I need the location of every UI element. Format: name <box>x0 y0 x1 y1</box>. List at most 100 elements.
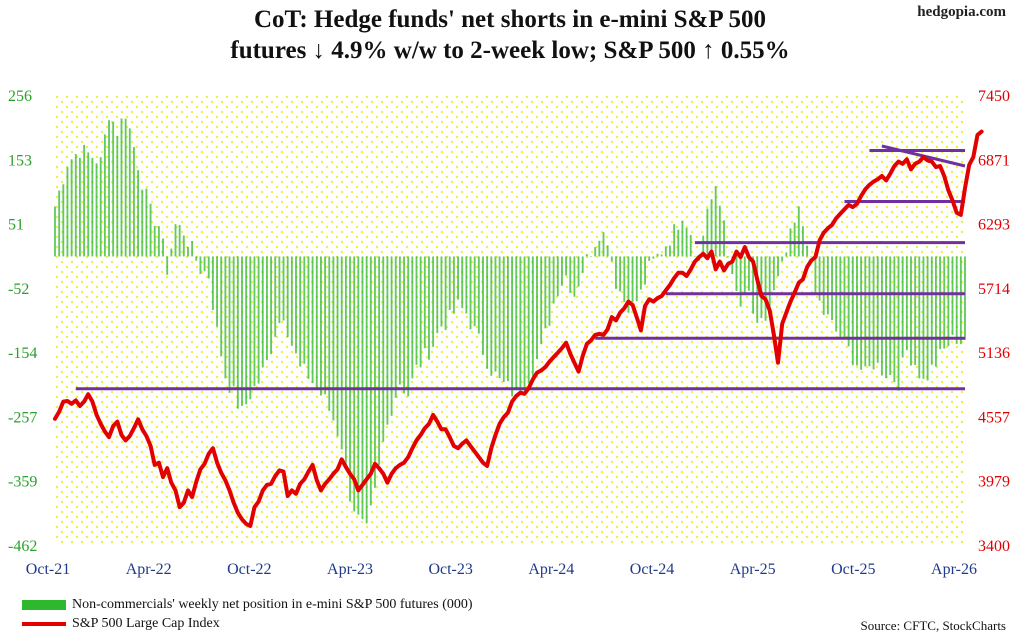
x-axis-tick-label: Apr-26 <box>931 561 977 578</box>
net-position-bar <box>137 170 140 257</box>
net-position-bar <box>660 254 663 257</box>
net-position-bar <box>922 256 925 379</box>
net-position-bar <box>486 256 489 369</box>
net-position-bar <box>182 235 185 257</box>
x-axis-tick-label: Oct-23 <box>428 561 472 578</box>
right-axis-tick-label: 4557 <box>978 409 1010 426</box>
net-position-bar <box>739 256 742 307</box>
net-position-bar <box>428 256 430 360</box>
net-position-bar <box>635 256 638 302</box>
net-position-bar <box>415 256 418 365</box>
net-position-bar <box>344 256 347 465</box>
net-position-bar <box>814 256 817 294</box>
net-position-bar <box>477 256 480 334</box>
net-position-bar <box>880 256 883 376</box>
net-position-bar <box>207 256 210 279</box>
right-axis-tick-label: 3400 <box>978 538 1010 555</box>
net-position-bar <box>249 256 252 400</box>
right-axis-tick-label: 5714 <box>978 281 1010 298</box>
net-position-bar <box>382 256 385 442</box>
net-position-bar <box>718 205 721 257</box>
left-axis-tick-label: -257 <box>8 409 37 426</box>
net-position-bar <box>245 256 248 405</box>
x-axis-tick-label: Apr-24 <box>528 561 574 578</box>
net-position-bar <box>116 136 119 257</box>
net-position-bar <box>515 256 518 389</box>
net-position-bar <box>124 118 127 257</box>
net-position-bar <box>901 256 904 358</box>
net-position-bar <box>353 256 356 512</box>
net-position-bar <box>710 199 713 257</box>
net-position-bar <box>120 118 123 257</box>
net-position-bar <box>706 208 709 257</box>
net-position-bar <box>785 252 788 257</box>
net-position-bar <box>465 256 468 314</box>
left-axis-tick-label: -359 <box>8 474 37 491</box>
net-position-bar <box>482 256 484 355</box>
net-position-bar <box>336 256 339 437</box>
net-position-bar <box>369 256 372 506</box>
net-position-bar <box>743 256 746 293</box>
net-position-bar <box>232 256 235 387</box>
net-position-bar <box>261 256 264 368</box>
net-position-bar <box>174 224 177 257</box>
net-position-bar <box>731 256 734 275</box>
net-position-bar <box>760 256 763 319</box>
net-position-bar <box>411 256 414 379</box>
net-position-bar <box>864 256 867 367</box>
net-position-bar <box>639 256 642 290</box>
net-position-bar <box>166 256 169 275</box>
net-position-bar <box>91 157 94 257</box>
x-axis-tick-label: Oct-22 <box>227 561 271 578</box>
net-position-bar <box>598 240 601 257</box>
net-position-bar <box>552 256 555 304</box>
net-position-bar <box>378 256 381 465</box>
net-position-bar <box>315 256 318 389</box>
net-position-bar <box>615 256 617 289</box>
right-axis-tick-label: 7450 <box>978 88 1010 105</box>
watermark: hedgopia.com <box>917 4 1006 20</box>
net-position-bar <box>964 256 966 340</box>
right-axis-tick-label: 6871 <box>978 152 1010 169</box>
x-axis-tick-label: Oct-25 <box>831 561 875 578</box>
net-position-bar <box>149 203 152 257</box>
net-position-bars <box>54 118 966 524</box>
net-position-bar <box>556 256 559 297</box>
net-position-bar <box>211 256 214 310</box>
left-axis-tick-label: -154 <box>8 345 37 362</box>
net-position-bar <box>187 246 189 257</box>
x-axis-tick-label: Apr-23 <box>327 561 373 578</box>
net-position-bar <box>469 256 472 330</box>
source-note: Source: CFTC, StockCharts <box>860 618 1006 633</box>
net-position-bar <box>540 256 543 345</box>
net-position-bar <box>735 256 738 292</box>
net-position-bar <box>644 256 646 285</box>
net-position-bar <box>220 256 223 357</box>
net-position-bar <box>577 256 580 287</box>
net-position-bar <box>548 256 551 326</box>
net-position-bar <box>436 256 439 334</box>
net-position-bar <box>772 256 775 291</box>
net-position-bar <box>66 167 69 257</box>
net-position-bar <box>885 256 887 379</box>
legend-label-net-position: Non-commercials' weekly net position in … <box>72 597 473 612</box>
net-position-bar <box>311 256 314 383</box>
net-position-bar <box>897 256 900 391</box>
net-position-bar <box>652 256 655 259</box>
chart-title-line2: futures ↓ 4.9% w/w to 2-week low; S&P 50… <box>230 37 790 64</box>
net-position-bar <box>274 256 277 337</box>
net-position-bar <box>673 224 676 257</box>
net-position-bar <box>689 235 692 257</box>
axes: 256 153 51 -52 -154 -257 -359 -462 7450 6871 6293 5… <box>8 88 1010 578</box>
net-position-bar <box>511 256 514 397</box>
left-axis-tick-label: 51 <box>8 217 24 234</box>
net-position-bar <box>112 121 115 257</box>
net-position-bar <box>157 226 160 257</box>
net-position-bar <box>265 256 268 361</box>
net-position-bar <box>448 256 451 310</box>
net-position-bar <box>914 256 917 366</box>
net-position-bar <box>374 256 376 488</box>
net-position-bar <box>959 256 962 345</box>
net-position-bar <box>216 256 218 327</box>
net-position-bar <box>831 256 833 321</box>
